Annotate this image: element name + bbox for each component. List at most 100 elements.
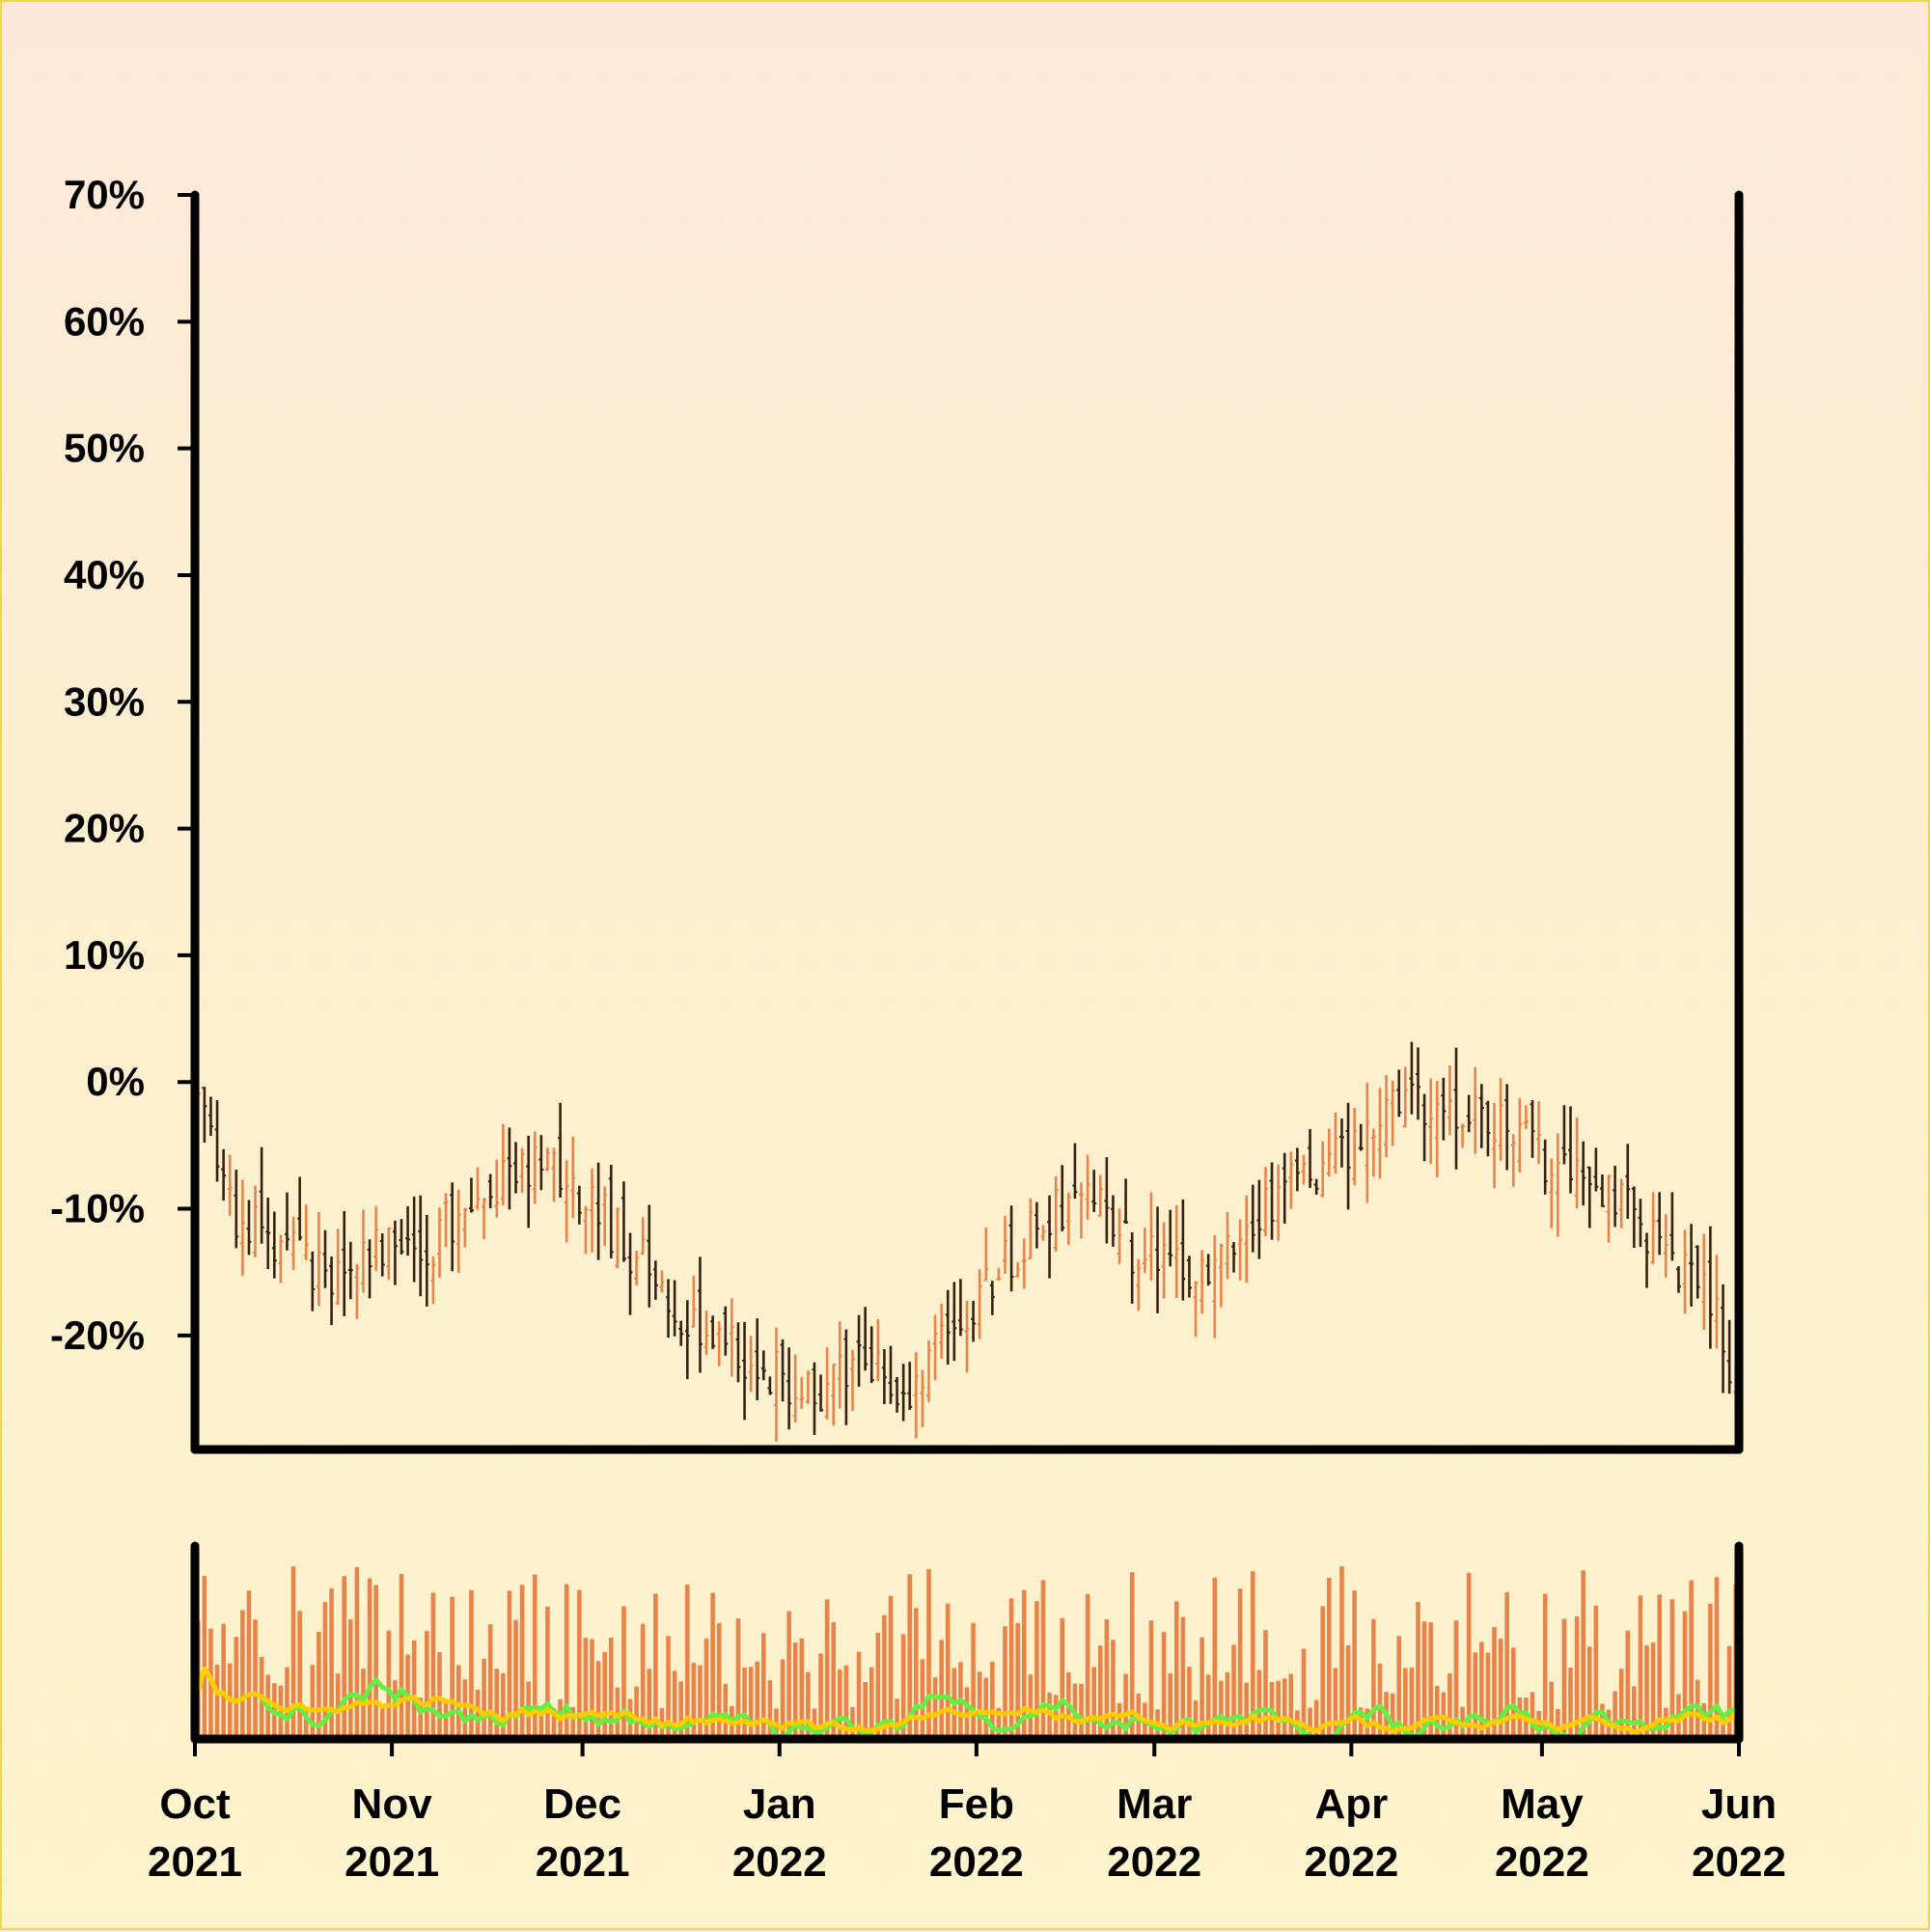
ohlc-bar [1441, 1077, 1447, 1141]
ohlc-bar [1237, 1219, 1243, 1281]
ohlc-bar [1053, 1175, 1059, 1252]
volume-bar [799, 1638, 805, 1739]
volume-bar [1542, 1593, 1548, 1739]
ohlc-bar [1218, 1243, 1224, 1308]
volume-bar [234, 1637, 239, 1739]
volume-bar [322, 1602, 328, 1739]
ohlc-bar [1421, 1093, 1427, 1162]
volume-bar [1485, 1652, 1491, 1739]
ohlc-bar [322, 1229, 328, 1288]
ohlc-bar [1091, 1170, 1097, 1212]
ohlc-bar [849, 1349, 855, 1411]
ohlc-bar [1523, 1105, 1529, 1130]
ohlc-bar [1097, 1174, 1103, 1217]
volume-bar [703, 1639, 709, 1739]
ohlc-bar [519, 1147, 525, 1194]
y-tick-label: -20% [50, 1312, 145, 1358]
ohlc-bar [818, 1374, 824, 1412]
volume-bar [583, 1638, 589, 1739]
ohlc-bar [1047, 1195, 1053, 1279]
y-tick-label: 20% [64, 806, 145, 851]
ohlc-bar [659, 1270, 665, 1293]
ohlc-bar [895, 1376, 900, 1413]
volume-bar [1040, 1580, 1046, 1739]
ohlc-bar [450, 1182, 455, 1272]
volume-bar [1556, 1709, 1560, 1739]
ohlc-bar [475, 1167, 481, 1210]
volume-bar [1644, 1645, 1649, 1739]
ohlc-bar [971, 1300, 977, 1342]
x-tick-label-year: 2022 [1304, 1838, 1398, 1886]
volume-bar [310, 1665, 316, 1739]
ohlc-bar [1256, 1179, 1262, 1259]
volume-bar [1561, 1618, 1567, 1739]
ohlc-bar [1193, 1281, 1199, 1338]
ohlc-bar [1250, 1184, 1255, 1253]
x-tick-label-year: 2022 [929, 1838, 1024, 1886]
ohlc-bar [900, 1364, 906, 1421]
volume-bar [882, 1615, 887, 1739]
ohlc-bar [634, 1251, 640, 1285]
x-axis: Oct 2021 Nov 2021 Dec 2021 Jan 2022 Feb 2022 Mar 20… [148, 1739, 1786, 1886]
x-tick-label-year: 2022 [1692, 1838, 1786, 1886]
ohlc-bars [195, 1041, 1739, 1442]
volume-bar [684, 1584, 690, 1739]
x-tick-label-year: 2021 [345, 1838, 439, 1886]
volume-bar [856, 1651, 862, 1739]
ohlc-bar [920, 1369, 925, 1427]
ohlc-bar [1555, 1133, 1560, 1237]
volume-bar [545, 1606, 550, 1739]
ohlc-bar [1638, 1199, 1643, 1248]
volume-bar [748, 1667, 754, 1739]
volume-bar [399, 1573, 404, 1739]
volume-bar [1282, 1678, 1287, 1739]
ohlc-bar [583, 1205, 589, 1255]
ohlc-bar [564, 1160, 569, 1243]
ohlc-bar [1110, 1195, 1116, 1247]
volume-bar [1313, 1699, 1319, 1739]
ohlc-bar [932, 1314, 938, 1381]
volume-bar [202, 1576, 207, 1739]
volume-bar [977, 1671, 982, 1739]
y-tick-label: 0% [86, 1059, 145, 1104]
y-tick-label: 10% [64, 932, 145, 978]
ohlc-bar [608, 1164, 614, 1258]
volume-bar [329, 1587, 334, 1739]
ohlc-bar [1657, 1192, 1663, 1256]
volume-bar [767, 1680, 773, 1739]
volume-bar [1021, 1589, 1027, 1739]
volume-bar [1390, 1693, 1395, 1739]
volume-bar [1256, 1670, 1262, 1739]
ohlc-bar [246, 1200, 252, 1256]
y-tick-label: 40% [64, 552, 145, 597]
volume-bar [595, 1661, 601, 1739]
volume-bar [1003, 1626, 1007, 1739]
ohlc-bar [627, 1232, 633, 1315]
volume-bar [895, 1698, 899, 1739]
volume-bar [653, 1593, 658, 1739]
volume-bar [1308, 1707, 1312, 1739]
ohlc-bar [1631, 1186, 1637, 1249]
volume-bar [1371, 1618, 1376, 1739]
ohlc-bar [576, 1185, 582, 1225]
volume-bar [342, 1576, 347, 1739]
ohlc-bar [227, 1154, 233, 1217]
ohlc-bar [691, 1275, 697, 1328]
volume-bar [240, 1610, 245, 1739]
ohlc-bar [1269, 1162, 1275, 1240]
ohlc-bar [1669, 1192, 1675, 1261]
volume-bar [1510, 1647, 1516, 1739]
ohlc-bar [1549, 1158, 1555, 1228]
ohlc-bar [1262, 1167, 1268, 1236]
ohlc-bar [342, 1210, 347, 1316]
volume-bar [996, 1707, 1002, 1739]
volume-bar [462, 1679, 468, 1739]
volume-bar [932, 1677, 938, 1739]
ohlc-bar [1294, 1147, 1300, 1192]
volume-bar [1377, 1664, 1383, 1739]
ohlc-bar [1453, 1047, 1459, 1170]
volume-bar [1689, 1580, 1694, 1739]
ohlc-bar [379, 1233, 385, 1277]
ohlc-bar [723, 1306, 729, 1356]
ohlc-bar [386, 1227, 392, 1281]
